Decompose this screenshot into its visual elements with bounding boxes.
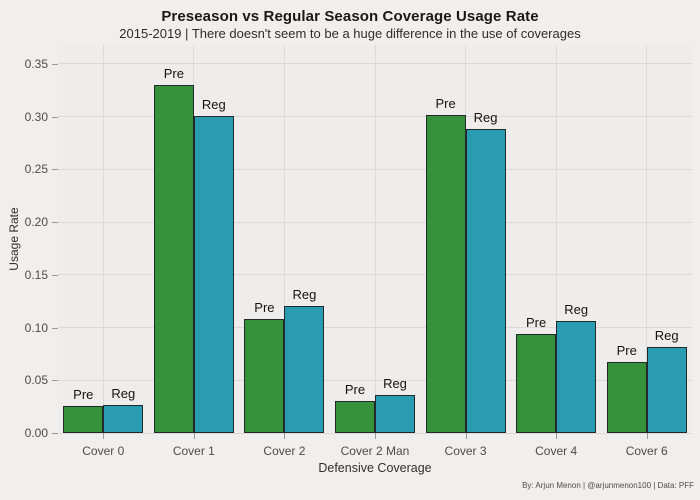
x-tick-label: Cover 3: [444, 444, 487, 458]
bar-label-pre: Pre: [254, 300, 275, 316]
bar-pre: [516, 333, 557, 433]
gridline-x: [374, 45, 376, 433]
bar-label-reg: Reg: [654, 327, 679, 343]
bar-pre: [425, 114, 466, 433]
bar-label-pre: Pre: [435, 95, 456, 111]
x-axis-tick: [646, 433, 648, 439]
chart-subtitle: 2015-2019 | There doesn't seem to be a h…: [119, 26, 581, 41]
bar-label-reg: Reg: [473, 110, 498, 126]
x-axis-tick: [103, 433, 105, 439]
credits-caption: By: Arjun Menon | @arjunmenon100 | Data:…: [522, 481, 694, 490]
x-axis-tick: [465, 433, 467, 439]
x-tick-label: Cover 4: [535, 444, 578, 458]
chart-title: Preseason vs Regular Season Coverage Usa…: [161, 8, 539, 25]
bar-label-pre: Pre: [616, 343, 637, 359]
bar-reg: [193, 115, 234, 433]
y-tick-label: 0.00: [24, 426, 48, 440]
bar-label-pre: Pre: [526, 314, 547, 330]
bar-pre: [63, 405, 104, 433]
bar-reg: [103, 404, 144, 433]
x-axis-title: Defensive Coverage: [318, 461, 432, 475]
x-tick-label: Cover 6: [625, 444, 668, 458]
bar-reg: [284, 306, 325, 433]
bar-label-pre: Pre: [163, 66, 184, 82]
bar-reg: [556, 321, 597, 433]
x-tick-label: Cover 1: [172, 444, 215, 458]
x-axis-tick: [193, 433, 195, 439]
gridline-x: [555, 45, 557, 433]
bar-pre: [606, 362, 647, 433]
y-tick-label: 0.35: [24, 56, 48, 71]
bar-reg: [375, 395, 415, 433]
y-tick-label: 0.05: [24, 373, 48, 388]
y-tick-label: 0.25: [24, 162, 48, 177]
bar-label-reg: Reg: [201, 96, 226, 112]
chart-panel: Pre Reg Pre Reg Pre Reg Pre Reg Pre Reg Pre Reg Pre R…: [58, 45, 692, 434]
x-tick-label: Cover 2 Man: [340, 444, 410, 458]
gridline-x: [283, 45, 285, 433]
bar-pre: [335, 401, 375, 433]
bar-label-reg: Reg: [383, 376, 407, 392]
x-tick-label: Cover 2: [263, 444, 306, 458]
bar-reg: [646, 346, 687, 433]
bar-label-reg: Reg: [292, 287, 317, 303]
bar-pre: [153, 85, 194, 433]
x-axis-tick: [284, 433, 286, 439]
x-axis-tick: [375, 433, 376, 439]
bar-label-pre: Pre: [73, 386, 94, 402]
bar-label-reg: Reg: [564, 302, 589, 318]
x-tick-label: Cover 0: [82, 444, 125, 458]
gridline-x: [102, 45, 104, 433]
x-axis-tick: [556, 433, 558, 439]
bar-pre: [244, 319, 285, 433]
y-tick-label: 0.30: [24, 109, 48, 124]
gridline-x: [646, 45, 648, 433]
bar-label-reg: Reg: [111, 385, 136, 401]
bar-reg: [465, 129, 506, 433]
bar-label-pre: Pre: [344, 382, 366, 398]
y-axis-title: Usage Rate: [7, 207, 21, 271]
y-tick-label: 0.10: [24, 320, 48, 335]
